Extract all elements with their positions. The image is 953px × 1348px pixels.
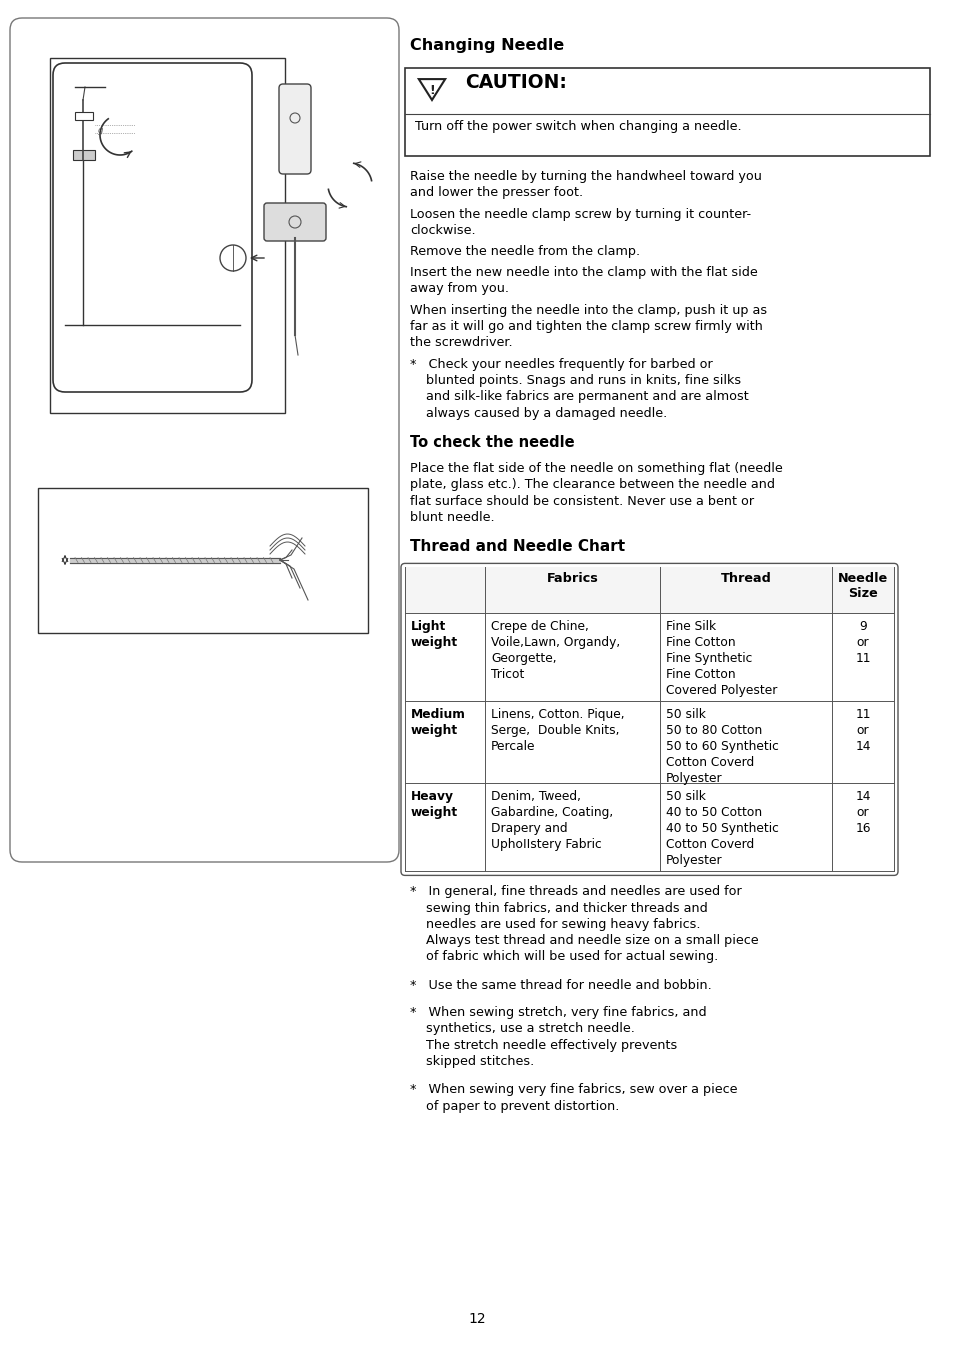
Bar xyxy=(38,488,368,634)
Text: *   When sewing very fine fabrics, sew over a piece
    of paper to prevent dist: * When sewing very fine fabrics, sew ove… xyxy=(410,1084,737,1112)
Text: 11
or
14: 11 or 14 xyxy=(854,709,870,754)
Bar xyxy=(405,783,893,871)
Text: 14
or
16: 14 or 16 xyxy=(854,790,870,836)
Text: Turn off the power switch when changing a needle.: Turn off the power switch when changing … xyxy=(415,120,740,133)
Text: 50 silk
50 to 80 Cotton
50 to 60 Synthetic
Cotton Coverd
Polyester: 50 silk 50 to 80 Cotton 50 to 60 Synthet… xyxy=(665,709,778,786)
Text: *   When sewing stretch, very fine fabrics, and
    synthetics, use a stretch ne: * When sewing stretch, very fine fabrics… xyxy=(410,1006,706,1068)
Text: Fabrics: Fabrics xyxy=(546,573,598,585)
Text: !: ! xyxy=(429,84,435,97)
FancyBboxPatch shape xyxy=(10,18,398,861)
Text: Raise the needle by turning the handwheel toward you
and lower the presser foot.: Raise the needle by turning the handwhee… xyxy=(410,170,761,200)
Bar xyxy=(73,150,95,160)
Text: *   Use the same thread for needle and bobbin.: * Use the same thread for needle and bob… xyxy=(410,980,711,992)
Text: Denim, Tweed,
Gabardine, Coating,
Drapery and
UphoIIstery Fabric: Denim, Tweed, Gabardine, Coating, Draper… xyxy=(491,790,613,852)
Text: Changing Needle: Changing Needle xyxy=(410,38,563,53)
Text: g: g xyxy=(97,125,103,135)
Text: Medium
weight: Medium weight xyxy=(411,709,465,737)
Text: Linens, Cotton. Pique,
Serge,  Double Knits,
Percale: Linens, Cotton. Pique, Serge, Double Kni… xyxy=(491,709,624,754)
Text: Crepe de Chine,
Voile,Lawn, Organdy,
Georgette,
Tricot: Crepe de Chine, Voile,Lawn, Organdy, Geo… xyxy=(491,620,619,681)
Bar xyxy=(405,613,893,701)
Text: Thread: Thread xyxy=(720,573,771,585)
FancyBboxPatch shape xyxy=(53,63,252,392)
Text: 9
or
11: 9 or 11 xyxy=(854,620,870,666)
Bar xyxy=(405,67,929,156)
Text: When inserting the needle into the clamp, push it up as
far as it will go and ti: When inserting the needle into the clamp… xyxy=(410,303,766,349)
Text: Insert the new needle into the clamp with the flat side
away from you.: Insert the new needle into the clamp wit… xyxy=(410,266,757,295)
Text: Fine Silk
Fine Cotton
Fine Synthetic
Fine Cotton
Covered Polyester: Fine Silk Fine Cotton Fine Synthetic Fin… xyxy=(665,620,777,697)
Text: Thread and Needle Chart: Thread and Needle Chart xyxy=(410,539,624,554)
Text: 12: 12 xyxy=(468,1312,485,1326)
Text: Place the flat side of the needle on something flat (needle
plate, glass etc.). : Place the flat side of the needle on som… xyxy=(410,462,781,524)
Text: Heavy
weight: Heavy weight xyxy=(411,790,457,820)
Text: *   In general, fine threads and needles are used for
    sewing thin fabrics, a: * In general, fine threads and needles a… xyxy=(410,886,758,964)
Text: *   Check your needles frequently for barbed or
    blunted points. Snags and ru: * Check your needles frequently for barb… xyxy=(410,359,748,419)
Bar xyxy=(50,58,285,412)
Bar xyxy=(75,112,92,120)
Bar xyxy=(405,701,893,783)
Text: Needle
Size: Needle Size xyxy=(837,573,887,600)
Text: 50 silk
40 to 50 Cotton
40 to 50 Synthetic
Cotton Coverd
Polyester: 50 silk 40 to 50 Cotton 40 to 50 Synthet… xyxy=(665,790,778,867)
Text: To check the needle: To check the needle xyxy=(410,435,574,450)
Text: Remove the needle from the clamp.: Remove the needle from the clamp. xyxy=(410,245,639,259)
Text: CAUTION:: CAUTION: xyxy=(464,73,566,92)
Text: Loosen the needle clamp screw by turning it counter-
clockwise.: Loosen the needle clamp screw by turning… xyxy=(410,208,750,237)
Bar xyxy=(405,568,893,613)
Text: Light
weight: Light weight xyxy=(411,620,457,650)
FancyBboxPatch shape xyxy=(264,204,326,241)
FancyBboxPatch shape xyxy=(278,84,311,174)
